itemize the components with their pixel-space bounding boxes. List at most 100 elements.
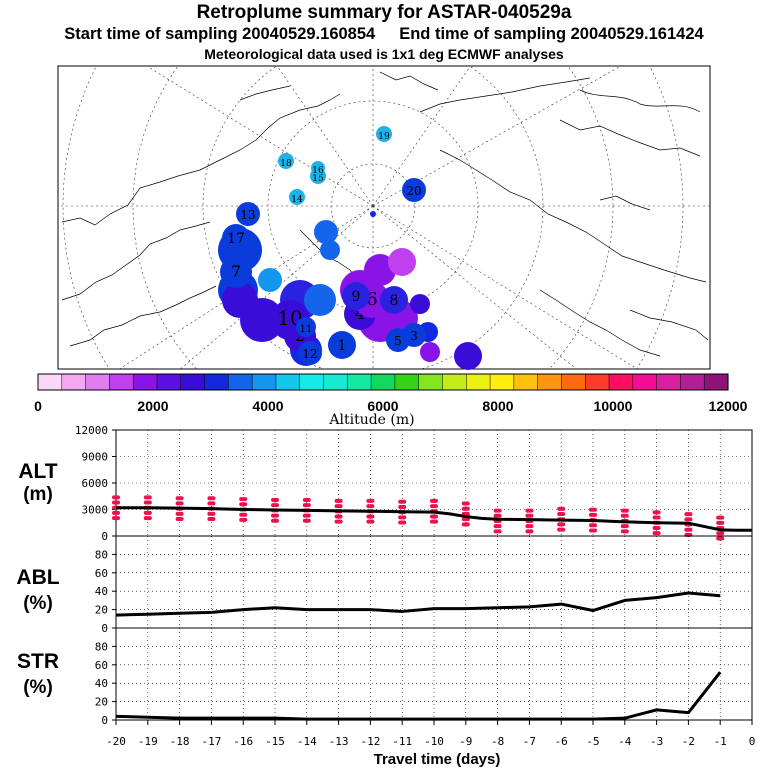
plume-cluster-1 xyxy=(328,331,356,359)
plume-cluster-label: 1 xyxy=(338,338,347,354)
x-tick-label: -4 xyxy=(618,735,632,748)
colorbar-segment xyxy=(513,373,539,391)
altitude-spread-point xyxy=(175,517,184,522)
plume-cluster-label: 4 xyxy=(355,304,365,323)
plume-blob xyxy=(240,298,284,342)
altitude-spread-point xyxy=(652,525,661,530)
altitude-spread-point xyxy=(430,514,438,519)
y-tick-label: 0 xyxy=(101,622,108,635)
y-tick-label: 60 xyxy=(95,659,108,672)
plume-cluster-label: 17 xyxy=(227,231,245,247)
colorbar-segment xyxy=(204,373,229,391)
altitude-spread-point xyxy=(112,495,120,500)
altitude-spread-point xyxy=(271,513,279,518)
time-series-panels: 030006000900012000ALT(m)020406080ABL(%)0… xyxy=(16,424,755,768)
plume-cluster-17 xyxy=(222,224,250,252)
y-tick-label: 80 xyxy=(95,640,108,653)
y-tick-label: 6000 xyxy=(82,477,109,490)
colorbar-tick-label: 10000 xyxy=(594,398,633,414)
start-time-label: Start time of sampling 20040529.160854 xyxy=(64,25,376,43)
x-tick-label: -11 xyxy=(392,735,412,748)
plume-cluster-label: 8 xyxy=(390,293,399,309)
altitude-spread-point xyxy=(716,515,725,520)
altitude-spread-point xyxy=(239,512,248,517)
y-tick-label: 40 xyxy=(95,585,108,598)
altitude-spread-point xyxy=(334,504,343,509)
x-tick-label: -18 xyxy=(170,735,190,748)
colorbar-tick-label: 4000 xyxy=(252,398,283,414)
x-tick-label: -14 xyxy=(297,735,317,748)
altitude-spread-point xyxy=(461,501,470,506)
x-tick-label: 0 xyxy=(749,735,756,748)
plume-cluster-18 xyxy=(278,153,294,169)
altitude-spread-point xyxy=(525,508,534,513)
colorbar-segment xyxy=(156,373,182,391)
panel-1: 0 3000 6000 9000 12000 ALT(m) xyxy=(18,424,753,543)
plume-cluster-label: 13 xyxy=(240,208,255,222)
plume-cluster-label: 3 xyxy=(410,329,418,343)
altitude-spread-point xyxy=(366,498,375,503)
series-line-STR-fraction xyxy=(115,671,722,721)
y-tick-label: 20 xyxy=(95,604,108,617)
panel-unit-label: (m) xyxy=(23,484,53,505)
colorbar-segment xyxy=(299,373,325,391)
colorbar-title: Altitude (m) xyxy=(328,412,414,428)
colorbar-segment xyxy=(680,373,705,391)
colorbar-segment xyxy=(608,373,634,391)
met-data-note: Meteorological data used is 1x1 deg ECMW… xyxy=(204,46,564,62)
x-tick-label: -10 xyxy=(424,735,444,748)
altitude-spread-point xyxy=(557,512,566,517)
colorbar-frame xyxy=(37,373,729,391)
altitude-spread-point xyxy=(620,524,629,529)
altitude-spread-point xyxy=(620,513,629,518)
panel-frame xyxy=(115,535,753,629)
colorbar-segment xyxy=(37,373,63,391)
plume-cluster-label: 5 xyxy=(394,334,402,348)
colorbar-segment xyxy=(61,373,87,391)
panel-label: ALT xyxy=(18,460,57,483)
altitude-spread-point xyxy=(684,527,693,532)
series-line-ABL-fraction xyxy=(115,591,721,617)
altitude-spread-point xyxy=(366,514,375,519)
plume-cluster-label: 20 xyxy=(406,184,421,198)
altitude-spread-point xyxy=(493,508,502,513)
altitude-spread-point xyxy=(334,498,343,503)
altitude-spread-point xyxy=(271,518,279,523)
altitude-spread-point xyxy=(652,531,661,536)
panel-unit-label: (%) xyxy=(23,593,53,614)
plume-cluster-11 xyxy=(296,317,316,337)
x-tick-label: -12 xyxy=(360,735,380,748)
plume-cluster-13 xyxy=(236,202,260,226)
colorbar-segment xyxy=(632,373,658,391)
y-tick-label: 60 xyxy=(95,567,108,580)
plume-blob xyxy=(420,342,440,362)
plume-blob xyxy=(304,284,336,316)
colorbar-segment xyxy=(537,373,562,391)
plume-cluster-16 xyxy=(311,161,325,175)
altitude-spread-point xyxy=(207,517,216,522)
altitude-spread-point xyxy=(557,522,566,527)
altitude-spread-point xyxy=(652,515,661,520)
pole-marker xyxy=(370,211,376,217)
x-tick-label: -5 xyxy=(586,735,599,748)
x-tick-label: -7 xyxy=(523,735,536,748)
plume-cluster-label: 14 xyxy=(291,195,303,205)
plume-blob xyxy=(454,342,482,370)
plume-cluster-label: 18 xyxy=(280,159,292,169)
altitude-spread-point xyxy=(207,511,216,516)
plume-cluster-label: 12 xyxy=(302,347,317,361)
plume-cluster-label: 7 xyxy=(231,262,241,281)
plume-blob xyxy=(410,294,430,314)
colorbar-segment xyxy=(347,373,372,391)
x-tick-label: -9 xyxy=(459,735,472,748)
colorbar-segment xyxy=(275,373,301,391)
altitude-spread-point xyxy=(302,518,311,523)
plume-cluster-label: 19 xyxy=(378,132,390,142)
altitude-spread-point xyxy=(239,517,248,522)
x-tick-label: -13 xyxy=(329,735,349,748)
altitude-spread-point xyxy=(112,516,120,521)
altitude-spread-point xyxy=(207,496,216,501)
coastlines xyxy=(61,71,709,357)
altitude-spread-point xyxy=(334,514,343,519)
